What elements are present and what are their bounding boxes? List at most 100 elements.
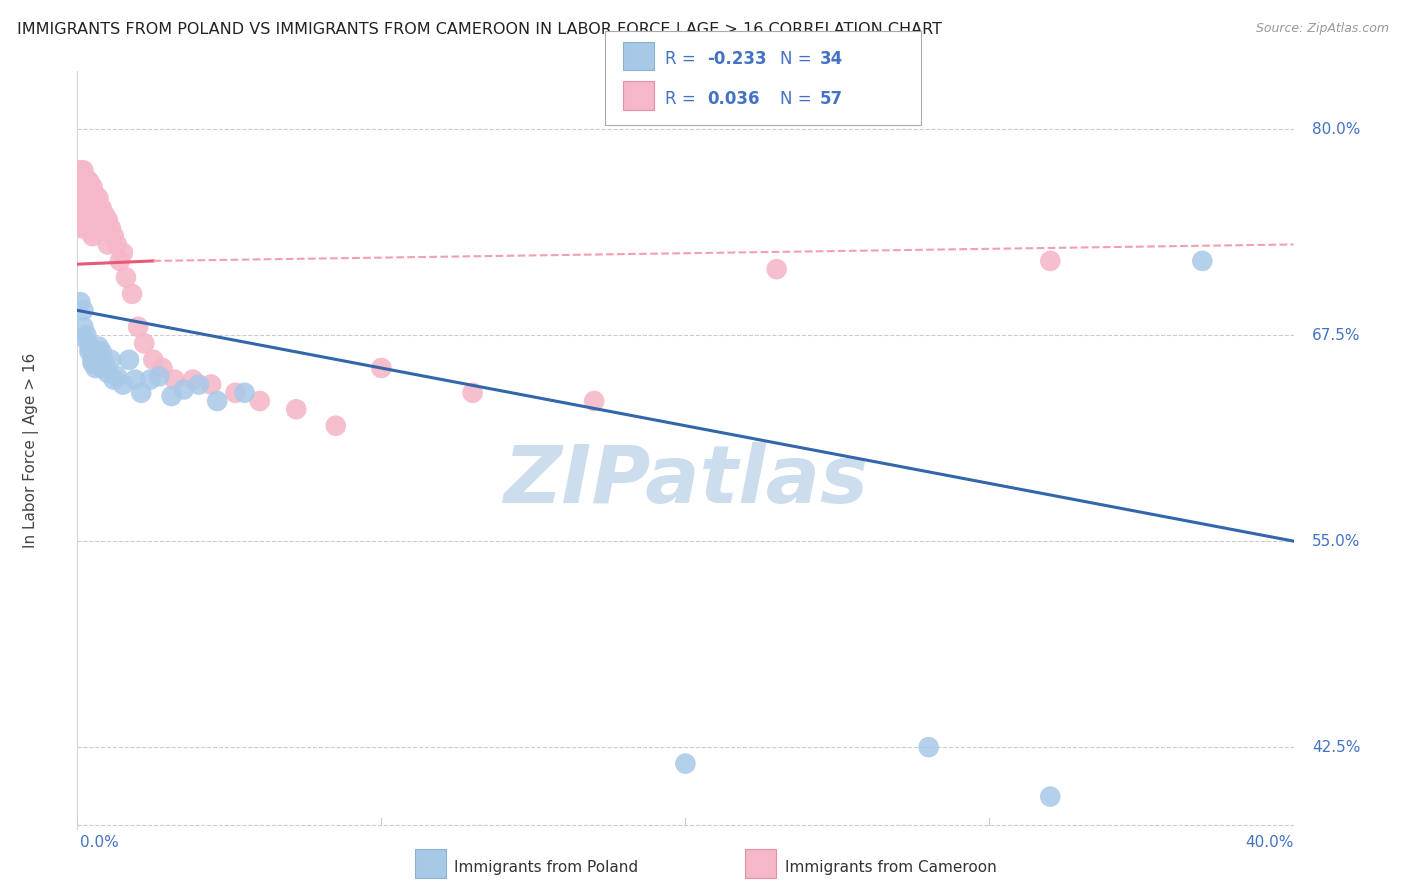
Point (675, 756, 697, 771)
Point (75, 171, 97, 186)
Point (82, 208, 104, 222)
Text: IMMIGRANTS FROM POLAND VS IMMIGRANTS FROM CAMEROON IN LABOR FORCE | AGE > 16 COR: IMMIGRANTS FROM POLAND VS IMMIGRANTS FRO… (17, 22, 942, 38)
Point (82, 356, 104, 370)
Point (200, 377, 222, 392)
Point (79, 224, 101, 238)
Point (188, 377, 211, 392)
Point (87, 352, 110, 367)
Point (79, 208, 101, 222)
Text: Immigrants from Cameroon: Immigrants from Cameroon (785, 860, 997, 874)
Point (72, 179, 94, 194)
Text: R =: R = (665, 90, 702, 108)
Point (163, 373, 186, 387)
Point (918, 740, 941, 755)
Point (97, 237, 120, 252)
Text: Source: ZipAtlas.com: Source: ZipAtlas.com (1256, 22, 1389, 36)
Text: 0.0%: 0.0% (80, 835, 120, 849)
Point (108, 253, 131, 268)
Point (69, 163, 91, 178)
Point (1191, 253, 1213, 268)
Point (181, 373, 204, 387)
Point (75, 188, 97, 202)
Point (69, 212, 91, 227)
Point (75, 328, 97, 343)
Point (72, 319, 94, 334)
Point (97, 212, 120, 227)
Point (90, 344, 112, 359)
Point (82, 352, 104, 367)
Point (100, 352, 122, 367)
Point (79, 191, 101, 205)
Point (370, 361, 392, 376)
Point (124, 373, 146, 387)
Point (1039, 789, 1062, 804)
Text: In Labor Force | Age > 16: In Labor Force | Age > 16 (22, 353, 39, 548)
Point (90, 201, 112, 215)
Point (111, 377, 134, 392)
Point (84, 188, 107, 202)
Text: N =: N = (780, 90, 817, 108)
Text: 67.5%: 67.5% (1312, 327, 1360, 343)
Text: N =: N = (780, 51, 817, 69)
Point (79, 344, 101, 359)
Point (87, 340, 110, 354)
Point (69, 221, 91, 235)
Point (325, 418, 347, 433)
Point (115, 270, 138, 285)
Point (121, 286, 143, 301)
Point (72, 303, 94, 318)
Point (69, 188, 91, 202)
Point (111, 245, 134, 260)
Point (75, 208, 97, 222)
Point (142, 352, 165, 367)
Point (139, 373, 162, 387)
Text: 40.0%: 40.0% (1246, 835, 1294, 849)
Point (224, 385, 246, 400)
Point (87, 191, 110, 205)
Point (75, 333, 97, 347)
Point (205, 394, 228, 409)
Point (152, 361, 174, 376)
Point (69, 295, 91, 310)
Point (75, 196, 97, 211)
Point (285, 402, 308, 417)
Point (765, 262, 787, 277)
Point (1039, 253, 1062, 268)
Point (93, 356, 115, 370)
Point (93, 224, 115, 238)
Point (148, 369, 170, 384)
Point (87, 204, 110, 219)
Point (87, 224, 110, 238)
Text: Immigrants from Poland: Immigrants from Poland (454, 860, 638, 874)
Point (82, 179, 104, 194)
Point (82, 229, 104, 244)
Point (583, 394, 606, 409)
Point (84, 221, 107, 235)
Text: 0.036: 0.036 (707, 90, 759, 108)
Text: R =: R = (665, 51, 702, 69)
Point (82, 196, 104, 211)
Point (118, 352, 141, 367)
Text: 55.0%: 55.0% (1312, 533, 1360, 549)
Text: 80.0%: 80.0% (1312, 121, 1360, 136)
Point (127, 319, 149, 334)
Text: 57: 57 (820, 90, 842, 108)
Point (84, 201, 107, 215)
Point (79, 340, 101, 354)
Point (461, 385, 484, 400)
Text: 34: 34 (820, 51, 844, 69)
Point (173, 383, 195, 397)
Text: -0.233: -0.233 (707, 51, 766, 69)
Text: ZIPatlas: ZIPatlas (503, 442, 868, 520)
Point (90, 218, 112, 232)
Point (90, 361, 112, 376)
Point (105, 369, 128, 384)
Point (75, 221, 97, 235)
Point (72, 196, 94, 211)
Point (134, 336, 156, 351)
Point (72, 204, 94, 219)
Point (103, 373, 125, 387)
Point (84, 361, 107, 376)
Point (72, 163, 94, 178)
Point (93, 208, 115, 222)
